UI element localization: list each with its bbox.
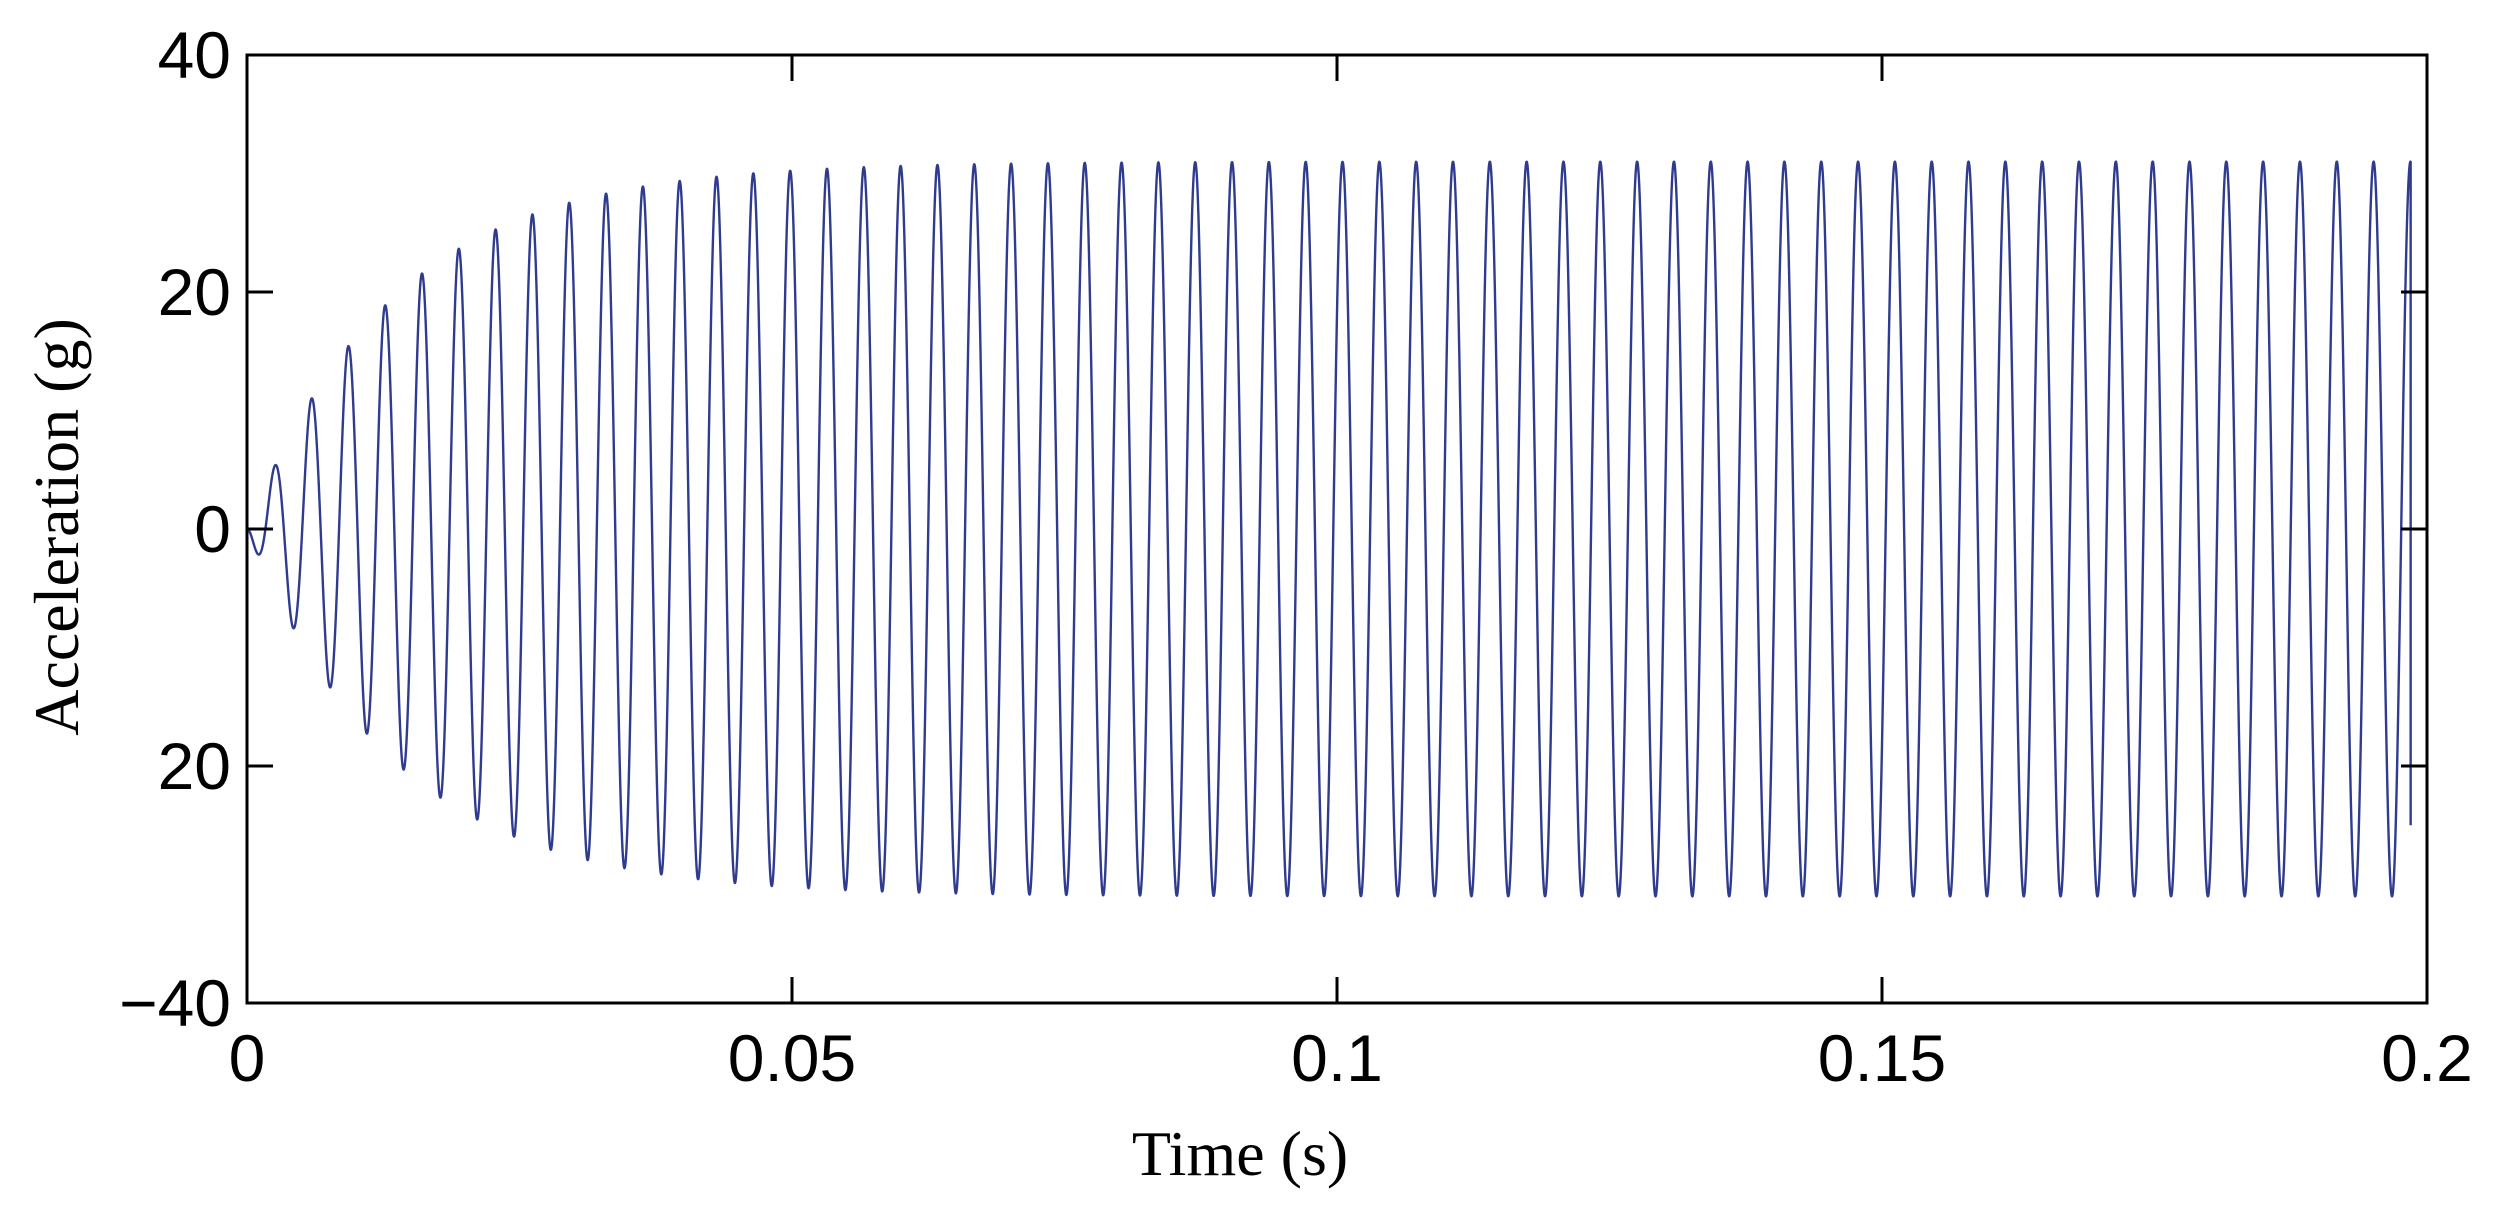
signal-layer (246, 160, 2412, 898)
x-tick-label: 0.15 (1818, 1021, 1946, 1095)
ticks-layer: 0 0.05 0.1 0.15 0.2 40 20 0 20 −40 (119, 18, 2473, 1095)
x-tick-label: 0.2 (2381, 1021, 2473, 1095)
y-tick-label: 20 (158, 729, 231, 803)
x-tick-label: 0 (229, 1021, 266, 1095)
x-tick-label: 0.1 (1291, 1021, 1383, 1095)
y-tick-label: 0 (194, 492, 231, 566)
y-tick-label: 40 (158, 18, 231, 92)
acceleration-series-line (246, 160, 2412, 898)
y-axis-label: Acceleration (g) (21, 318, 92, 736)
x-tick-label: 0.05 (728, 1021, 856, 1095)
x-axis-label: Time (s) (1132, 1118, 1348, 1189)
y-tick-label: −40 (119, 966, 231, 1040)
y-tick-label: 20 (158, 255, 231, 329)
